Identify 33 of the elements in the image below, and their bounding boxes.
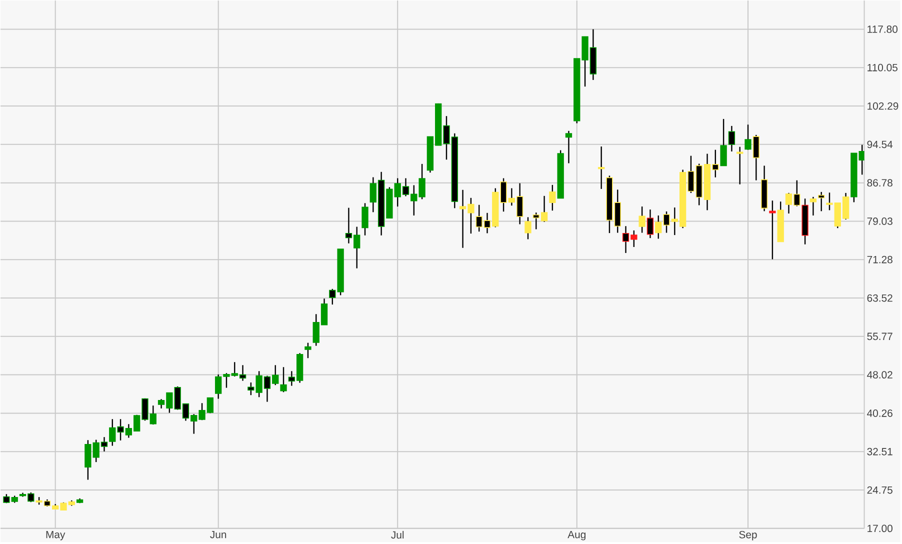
candlestick — [549, 184, 556, 212]
candlestick — [280, 366, 287, 393]
candlestick — [728, 125, 736, 152]
x-tick-label: Sep — [739, 531, 757, 541]
candlestick — [646, 209, 654, 239]
y-tick-label: 24.75 — [867, 486, 892, 494]
candlestick — [362, 202, 368, 236]
y-tick-label: 71.28 — [867, 256, 892, 264]
y-tick-label: 102.29 — [868, 102, 898, 110]
candlestick — [565, 130, 572, 164]
y-tick-label: 63.52 — [867, 294, 892, 302]
y-tick-label: 17.00 — [868, 524, 892, 532]
candlestick — [736, 146, 744, 186]
candlestick — [818, 191, 825, 212]
x-tick-label: Aug — [568, 531, 586, 540]
x-tick-label: Jun — [210, 531, 226, 538]
x-tick-label: May — [46, 531, 66, 540]
x-tick-label: Jul — [391, 531, 404, 539]
y-tick-label: 40.26 — [867, 410, 892, 418]
y-tick-label: 79.03 — [867, 218, 892, 226]
y-tick-label: 32.51 — [867, 448, 892, 456]
candlestick — [752, 134, 760, 182]
y-tick-label: 86.78 — [867, 179, 892, 187]
y-tick-label: 110.05 — [868, 64, 898, 72]
candlestick — [810, 196, 817, 216]
candlestick — [304, 342, 312, 359]
candlestick — [524, 216, 532, 240]
candlestick — [598, 146, 605, 190]
candlestick — [769, 200, 776, 260]
y-tick-label: 94.54 — [867, 140, 893, 148]
y-tick-label: 117.80 — [868, 26, 898, 34]
y-tick-label: 55.77 — [867, 332, 892, 340]
y-tick-label: 48.02 — [867, 371, 892, 379]
